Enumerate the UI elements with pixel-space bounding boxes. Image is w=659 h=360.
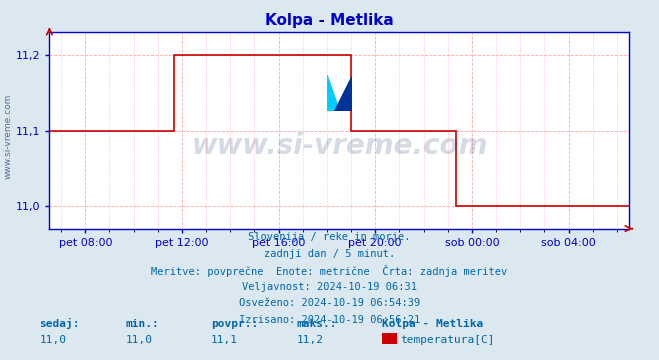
Text: www.si-vreme.com: www.si-vreme.com [191, 132, 488, 160]
Polygon shape [334, 75, 352, 111]
Text: Izrisano: 2024-10-19 06:56:21: Izrisano: 2024-10-19 06:56:21 [239, 315, 420, 325]
Text: min.:: min.: [125, 319, 159, 329]
Text: zadnji dan / 5 minut.: zadnji dan / 5 minut. [264, 249, 395, 259]
Text: Meritve: povprečne  Enote: metrične  Črta: zadnja meritev: Meritve: povprečne Enote: metrične Črta:… [152, 265, 507, 277]
Polygon shape [327, 75, 339, 111]
Text: 11,0: 11,0 [40, 335, 67, 345]
Text: 11,2: 11,2 [297, 335, 324, 345]
Text: Osveženo: 2024-10-19 06:54:39: Osveženo: 2024-10-19 06:54:39 [239, 298, 420, 309]
Text: www.si-vreme.com: www.si-vreme.com [3, 94, 13, 180]
Text: maks.:: maks.: [297, 319, 337, 329]
Text: Veljavnost: 2024-10-19 06:31: Veljavnost: 2024-10-19 06:31 [242, 282, 417, 292]
Text: 11,0: 11,0 [125, 335, 152, 345]
Text: 11,1: 11,1 [211, 335, 238, 345]
Text: sedaj:: sedaj: [40, 318, 80, 329]
Text: povpr.:: povpr.: [211, 319, 258, 329]
Text: Kolpa - Metlika: Kolpa - Metlika [382, 319, 484, 329]
Polygon shape [339, 75, 352, 111]
Text: temperatura[C]: temperatura[C] [401, 335, 495, 345]
Text: Kolpa - Metlika: Kolpa - Metlika [265, 13, 394, 28]
Text: Slovenija / reke in morje.: Slovenija / reke in morje. [248, 232, 411, 242]
